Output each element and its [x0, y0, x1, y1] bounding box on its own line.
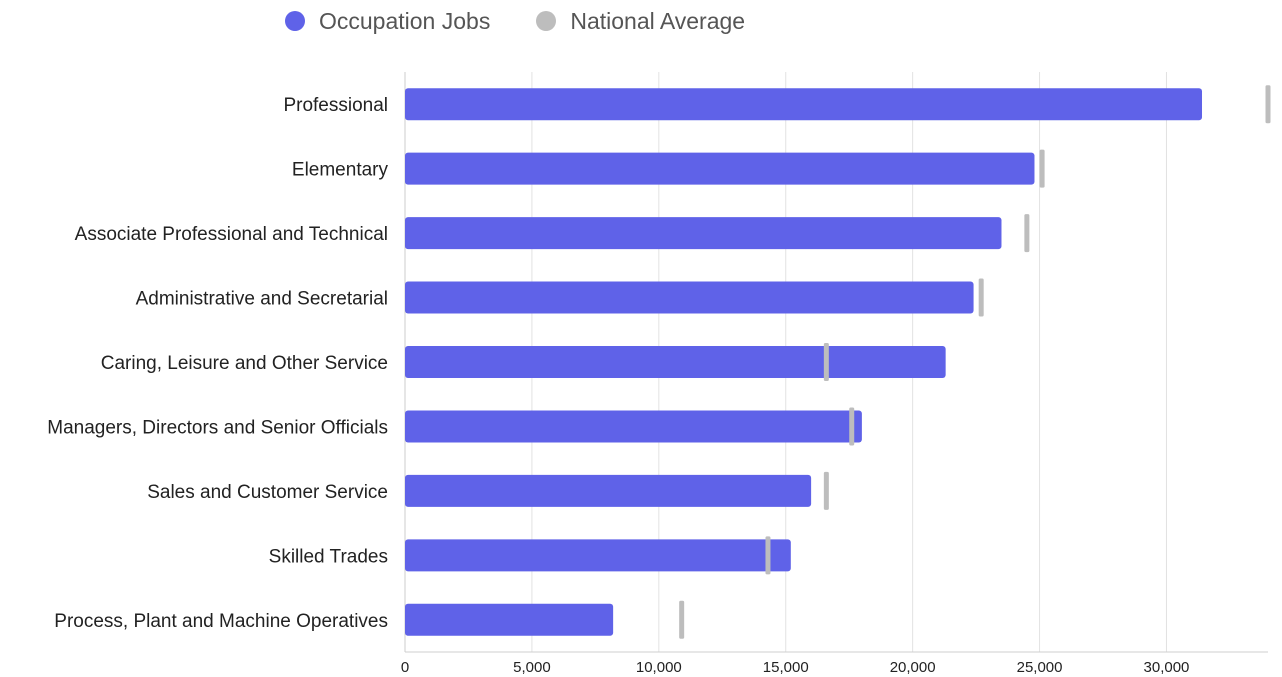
chart-legend: Occupation Jobs National Average	[285, 6, 745, 36]
category-label: Process, Plant and Machine Operatives	[54, 611, 388, 632]
occupation-jobs-bar[interactable]	[405, 474, 812, 507]
occupation-jobs-bar[interactable]	[405, 152, 1035, 185]
occupation-jobs-bar[interactable]	[405, 346, 946, 378]
category-labels: Professional Elementary Associate Professi…	[47, 95, 388, 632]
category-label: Associate Professional and Technical	[75, 224, 388, 245]
occupation-jobs-bar[interactable]	[405, 539, 791, 572]
national-average-marker	[1039, 149, 1045, 188]
legend-swatch-occupation-jobs	[285, 11, 305, 31]
legend-item-national-average[interactable]: National Average	[536, 8, 745, 35]
national-average-marker	[849, 407, 855, 446]
occupation-jobs-bar[interactable]	[405, 603, 614, 636]
national-average-markers	[679, 85, 1271, 639]
category-label: Administrative and Secretarial	[136, 289, 388, 310]
bars-group	[405, 88, 1203, 636]
legend-label-national-average: National Average	[570, 7, 746, 34]
national-average-marker	[823, 471, 829, 510]
national-average-marker	[1024, 214, 1030, 253]
x-tick-label: 0	[401, 659, 409, 676]
legend-item-occupation-jobs[interactable]: Occupation Jobs	[285, 8, 490, 35]
category-label: Managers, Directors and Senior Officials	[47, 417, 388, 438]
category-label: Elementary	[292, 160, 389, 181]
category-label: Skilled Trades	[269, 546, 388, 567]
national-average-marker	[823, 343, 829, 381]
x-tick-label: 20,000	[890, 659, 936, 676]
x-tick-label: 5,000	[513, 659, 551, 676]
national-average-marker	[1265, 85, 1271, 124]
national-average-marker	[765, 536, 771, 575]
category-label: Sales and Customer Service	[147, 482, 388, 503]
x-tick-label: 15,000	[763, 659, 809, 676]
occupation-jobs-bar[interactable]	[405, 281, 974, 314]
occupation-jobs-bar[interactable]	[405, 217, 1002, 250]
x-tick-label: 10,000	[636, 659, 682, 676]
x-tick-label: 25,000	[1017, 659, 1063, 676]
x-tick-labels: 0 5,000 10,000 15,000 20,000 25,000 30,000	[401, 659, 1190, 676]
occupation-jobs-bar[interactable]	[405, 410, 862, 443]
legend-label-occupation-jobs: Occupation Jobs	[319, 7, 491, 34]
category-label: Professional	[283, 95, 388, 116]
x-tick-label: 30,000	[1144, 659, 1190, 676]
occupation-jobs-bar[interactable]	[405, 88, 1203, 121]
national-average-marker	[978, 278, 984, 317]
category-label: Caring, Leisure and Other Service	[101, 353, 388, 374]
legend-swatch-national-average	[536, 11, 557, 31]
national-average-marker	[679, 600, 685, 639]
